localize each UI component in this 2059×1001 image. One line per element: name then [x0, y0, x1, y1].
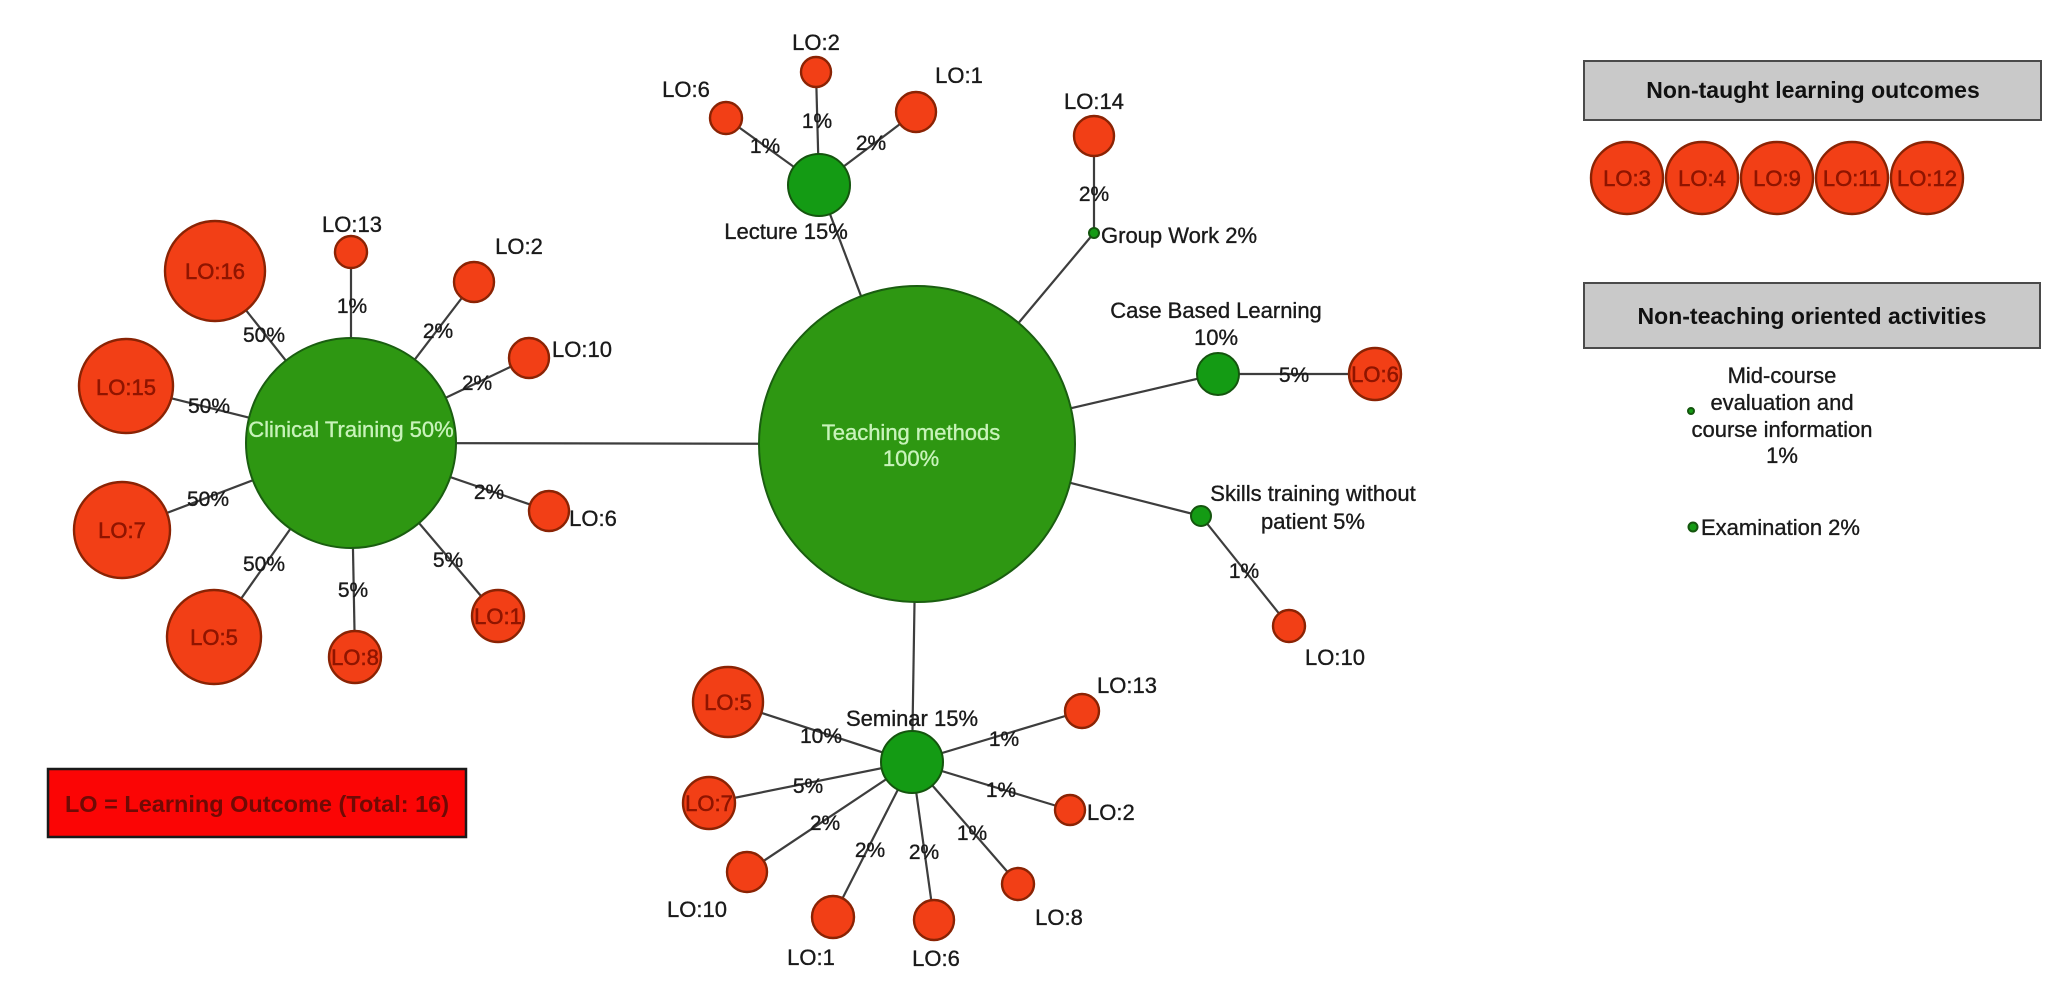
svg-text:LO:4: LO:4 [1678, 166, 1726, 191]
svg-text:Clinical Training 50%: Clinical Training 50% [248, 417, 453, 442]
svg-text:LO:10: LO:10 [667, 897, 727, 922]
svg-text:Non-taught learning outcomes: Non-taught learning outcomes [1646, 77, 1980, 103]
svg-text:50%: 50% [243, 553, 285, 576]
svg-text:50%: 50% [243, 324, 285, 347]
svg-text:LO:13: LO:13 [322, 212, 382, 237]
svg-text:LO:1: LO:1 [935, 63, 983, 88]
svg-text:LO:6: LO:6 [569, 506, 617, 531]
svg-text:1%: 1% [957, 822, 987, 845]
svg-text:course information: course information [1692, 417, 1873, 442]
svg-text:Case Based Learning: Case Based Learning [1110, 298, 1322, 323]
svg-text:LO:15: LO:15 [96, 375, 156, 400]
svg-text:LO:10: LO:10 [552, 337, 612, 362]
svg-text:2%: 2% [474, 481, 504, 504]
svg-text:1%: 1% [1229, 560, 1259, 583]
svg-text:Skills training without: Skills training without [1210, 481, 1415, 506]
svg-text:Non-teaching oriented activiti: Non-teaching oriented activities [1638, 303, 1987, 329]
svg-text:LO:6: LO:6 [1351, 362, 1399, 387]
svg-text:10%: 10% [1194, 325, 1238, 350]
svg-text:LO = Learning Outcome (Total:: LO = Learning Outcome (Total: 16) [65, 791, 449, 817]
svg-text:5%: 5% [1279, 364, 1309, 387]
svg-text:1%: 1% [986, 779, 1016, 802]
svg-text:LO:10: LO:10 [1305, 645, 1365, 670]
svg-text:1%: 1% [802, 110, 832, 133]
svg-text:evaluation and: evaluation and [1710, 390, 1853, 415]
svg-text:LO:3: LO:3 [1603, 166, 1651, 191]
svg-text:5%: 5% [793, 775, 823, 798]
svg-text:Seminar 15%: Seminar 15% [846, 706, 978, 731]
svg-text:Lecture 15%: Lecture 15% [724, 219, 848, 244]
svg-text:50%: 50% [187, 488, 229, 511]
svg-text:5%: 5% [433, 549, 463, 572]
svg-text:LO:5: LO:5 [704, 690, 752, 715]
svg-text:LO:16: LO:16 [185, 259, 245, 284]
svg-text:LO:8: LO:8 [331, 645, 379, 670]
svg-text:LO:12: LO:12 [1897, 166, 1957, 191]
svg-text:Examination 2%: Examination 2% [1701, 515, 1860, 540]
svg-text:LO:11: LO:11 [1823, 166, 1881, 191]
svg-text:LO:8: LO:8 [1035, 905, 1083, 930]
svg-text:Teaching methods: Teaching methods [822, 420, 1001, 445]
svg-text:5%: 5% [338, 579, 368, 602]
svg-text:2%: 2% [909, 841, 939, 864]
svg-text:LO:13: LO:13 [1097, 673, 1157, 698]
svg-text:LO:6: LO:6 [912, 946, 960, 971]
svg-text:2%: 2% [810, 812, 840, 835]
svg-text:LO:1: LO:1 [787, 945, 835, 970]
svg-text:100%: 100% [883, 446, 939, 471]
svg-text:LO:6: LO:6 [662, 77, 710, 102]
svg-text:Mid-course: Mid-course [1728, 363, 1837, 388]
svg-text:1%: 1% [750, 135, 780, 158]
svg-text:patient 5%: patient 5% [1261, 509, 1365, 534]
svg-text:2%: 2% [462, 372, 492, 395]
svg-text:LO:1: LO:1 [474, 604, 522, 629]
svg-text:LO:2: LO:2 [1087, 800, 1135, 825]
svg-text:LO:9: LO:9 [1753, 166, 1801, 191]
svg-text:LO:7: LO:7 [98, 518, 146, 543]
svg-text:10%: 10% [800, 725, 842, 748]
svg-text:LO:2: LO:2 [495, 234, 543, 259]
svg-text:2%: 2% [423, 320, 453, 343]
svg-text:LO:7: LO:7 [685, 791, 733, 816]
svg-text:LO:5: LO:5 [190, 625, 238, 650]
svg-text:2%: 2% [856, 132, 886, 155]
svg-text:LO:2: LO:2 [792, 30, 840, 55]
svg-text:50%: 50% [188, 395, 230, 418]
svg-text:1%: 1% [989, 728, 1019, 751]
svg-text:2%: 2% [1079, 183, 1109, 206]
svg-text:1%: 1% [1766, 443, 1798, 468]
svg-text:1%: 1% [337, 295, 367, 318]
svg-text:2%: 2% [855, 839, 885, 862]
svg-text:Group Work 2%: Group Work 2% [1101, 223, 1257, 248]
svg-text:LO:14: LO:14 [1064, 89, 1124, 114]
